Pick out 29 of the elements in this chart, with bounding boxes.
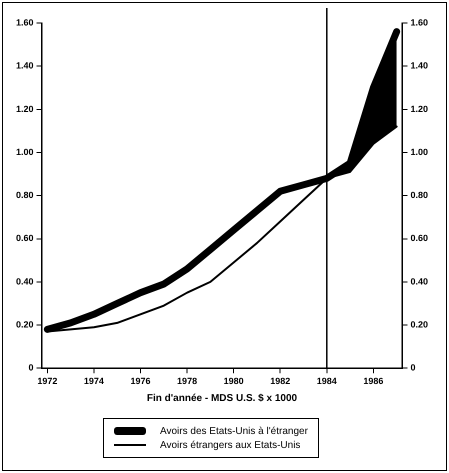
y2-tick-label: 1.60 xyxy=(410,17,428,28)
x-tick-label: 1980 xyxy=(224,376,244,386)
y2-tick-label: 0.80 xyxy=(410,190,428,200)
y2-tick-label: 0.20 xyxy=(410,320,428,330)
y-tick-label: 0.20 xyxy=(16,320,34,330)
y-tick-label: 1.40 xyxy=(16,60,34,71)
y2-tick-label: 1.40 xyxy=(410,60,428,71)
x-tick-label: 1984 xyxy=(316,376,337,386)
x-tick-label: 1982 xyxy=(270,376,290,386)
x-tick-label: 1978 xyxy=(177,376,198,386)
y-tick-label: 0.60 xyxy=(16,233,34,244)
x-tick-label: 1974 xyxy=(84,376,104,386)
y2-tick-label: 0 xyxy=(410,362,416,373)
y2-tick-label: 0.40 xyxy=(410,276,428,286)
y-tick-label: 1.60 xyxy=(16,17,34,28)
y-tick-label: 0.80 xyxy=(16,190,34,200)
x-tick-label: 1972 xyxy=(37,376,58,386)
y-tick-label: 0 xyxy=(28,362,34,373)
y2-tick-label: 1.20 xyxy=(410,104,428,114)
y2-tick-label: 1.00 xyxy=(410,146,428,157)
x-tick-label: 1986 xyxy=(363,376,384,386)
y-tick-label: 0.40 xyxy=(16,276,34,286)
x-axis-title: Fin d'année - MDS U.S. $ x 1000 xyxy=(146,392,298,404)
x-tick-label: 1976 xyxy=(130,376,151,386)
y-tick-label: 1.20 xyxy=(16,104,34,114)
legend-label: Avoirs des Etats-Unis à l'étranger xyxy=(160,426,308,436)
y-tick-label: 1.00 xyxy=(16,146,34,157)
legend-label: Avoirs étrangers aux Etats-Unis xyxy=(160,440,300,450)
y2-tick-label: 0.60 xyxy=(410,233,428,244)
